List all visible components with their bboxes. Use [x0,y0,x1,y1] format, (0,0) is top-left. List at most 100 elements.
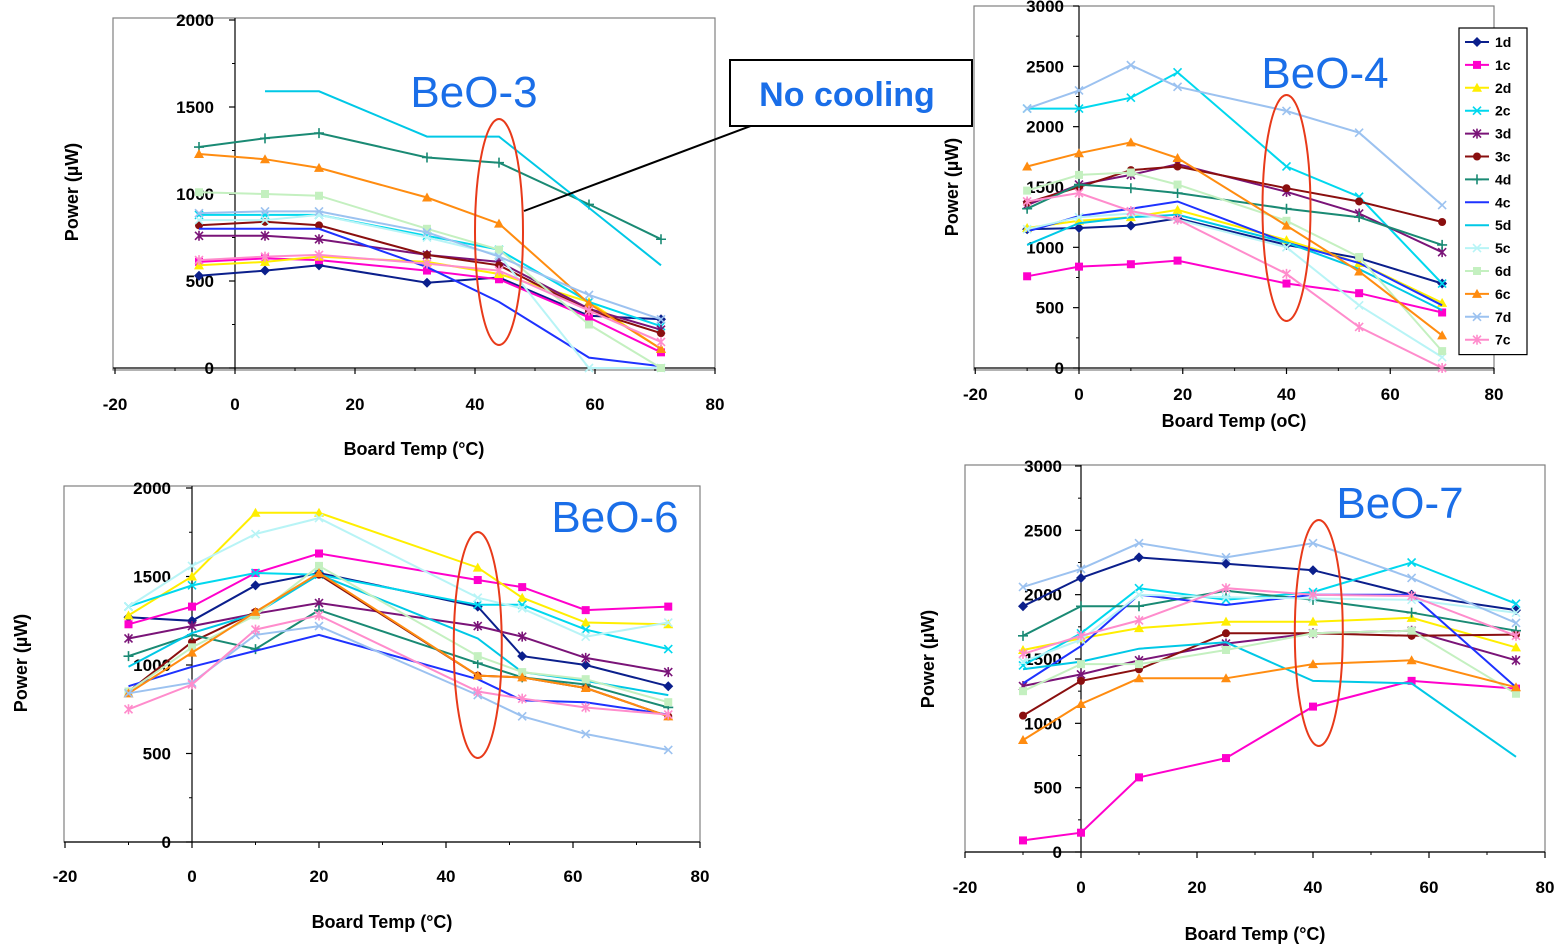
data-point-1d [1018,601,1028,612]
data-point-1d [1074,223,1084,234]
data-point-2d [1134,623,1144,633]
y-tick-label: 500 [186,272,214,291]
data-point-5c [123,602,134,612]
y-tick-label: 3000 [1024,457,1062,476]
data-point-4d [260,133,270,144]
data-point-6c [494,218,504,228]
data-point-7c [422,258,432,269]
legend-item-6c: 6c [1465,286,1511,302]
data-point-6d [1023,186,1032,195]
highlight-ellipse [474,118,524,346]
legend-label: 5c [1495,240,1511,256]
x-tick-label: -20 [53,867,78,886]
series-line-6d [127,564,669,704]
data-point-5c [1074,212,1084,222]
data-point-5c [1511,608,1521,618]
data-point-2d [580,617,591,627]
data-point-3d [194,230,204,241]
legend-marker [1472,37,1482,47]
x-axis-label: Board Temp (°C) [1185,924,1326,944]
y-tick-label: 1500 [176,98,214,117]
data-point-4d [494,157,504,168]
data-point-2c [473,600,483,610]
callout-text: No cooling [759,76,935,114]
data-point-6c [1076,699,1086,709]
legend-marker [1472,128,1482,139]
data-point-4d [1134,601,1144,612]
callout-pointer-line [523,117,773,212]
legend-label: 3c [1495,149,1511,165]
series-7c [1018,583,1521,659]
y-tick-label: 2500 [1026,57,1064,76]
data-point-1c [315,549,323,558]
x-tick-label: 80 [691,867,710,886]
data-point-7c [1511,630,1521,641]
y-tick-label: 500 [1034,779,1062,798]
y-tick-label: 1000 [133,656,171,675]
legend-label: 1c [1495,57,1511,73]
data-point-5c [517,603,527,613]
highlight-ellipse [1293,519,1344,747]
x-tick-label: 20 [1173,385,1192,404]
series-6c [1018,655,1521,745]
data-point-7c [314,610,324,621]
series-line-3d [128,601,669,674]
series-4d [1022,179,1448,250]
data-point-4d [1437,239,1448,250]
legend-item-3d: 3d [1465,126,1511,142]
data-point-6c [584,298,594,308]
data-point-6c [187,647,197,657]
data-point-1c [581,606,590,615]
data-point-3c [1355,197,1364,206]
data-point-7c [1221,583,1231,594]
x-tick-label: 20 [1188,878,1207,897]
data-point-7c [187,679,197,690]
data-point-6d [315,561,323,570]
data-point-5c [260,215,270,225]
data-point-6c [1172,153,1183,163]
data-point-6d [188,643,196,652]
data-point-1c [1023,272,1032,281]
data-point-1d [663,681,674,692]
data-point-4d [656,234,666,245]
data-point-6d [585,320,593,329]
data-point-4d [1172,188,1183,199]
data-point-5c [314,513,324,523]
legend-item-6d: 6d [1465,263,1511,279]
series-4c [128,633,669,716]
data-point-4d [422,152,432,163]
data-point-2c [250,568,261,578]
x-tick-label: 40 [466,395,485,414]
series-line-5c [127,517,669,638]
legend-item-5c: 5c [1465,240,1511,256]
x-tick-label: 40 [1304,878,1323,897]
data-point-3d [663,667,673,678]
x-axis-label: Board Temp (oC) [1162,411,1307,431]
data-point-5c [1134,590,1144,600]
data-point-6c [422,192,432,202]
y-axis-label: Power (µW) [62,143,82,241]
data-point-7d [1172,82,1183,92]
x-tick-label: 80 [1536,878,1555,897]
data-point-5c [1022,224,1032,234]
data-point-6d [1309,629,1317,638]
legend-marker [1472,288,1482,298]
data-point-6d [1438,347,1447,356]
data-point-5c [581,632,591,642]
data-point-7c [1407,590,1417,601]
data-point-3d [473,621,483,632]
data-point-1c [473,576,482,585]
data-point-7c [663,709,673,720]
y-tick-label: 500 [1036,299,1064,318]
data-point-6d [1126,168,1135,177]
legend-marker [1472,174,1482,185]
legend-item-7d: 7d [1465,309,1511,325]
data-point-6c [580,683,591,693]
data-point-3d [123,633,134,644]
series-line-4c [1026,200,1443,307]
x-tick-label: 40 [437,867,456,886]
no-cooling-callout: No cooling [523,59,973,212]
data-point-6c [1308,659,1318,669]
